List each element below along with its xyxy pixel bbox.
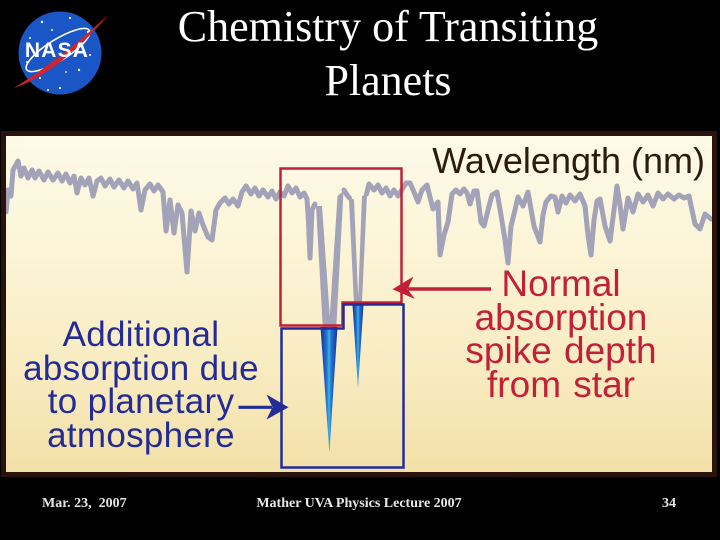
svg-text:NASA: NASA: [25, 39, 89, 62]
